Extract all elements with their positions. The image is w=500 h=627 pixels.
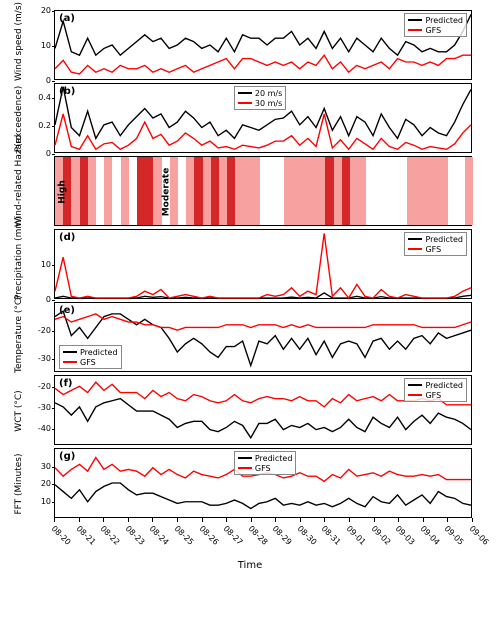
legend-label: 30 m/s: [255, 99, 282, 108]
y-tick: -30: [27, 403, 51, 412]
hazard-bar-moderate: [203, 157, 211, 225]
hazard-bar-high: [80, 157, 88, 225]
panel-a: (a)Wind speed (m/s)01020PredictedGFS: [54, 10, 472, 80]
x-tick: 08-21: [74, 524, 97, 547]
x-tick: 08-28: [246, 524, 269, 547]
panel-e: (e)Temperature (°C)-30-20PredictedGFS: [54, 302, 472, 372]
hazard-bar-moderate: [334, 157, 342, 225]
panel-d: (d)Precipitation (mm)010PredictedGFS: [54, 229, 472, 299]
y-tick: 0: [27, 76, 51, 85]
legend: 20 m/s30 m/s: [234, 86, 286, 110]
x-tick: 09-03: [394, 524, 417, 547]
y-axis-label: FFT (Minutes): [14, 449, 24, 519]
hazard-bar-moderate: [235, 157, 260, 225]
hazard-bar-moderate: [88, 157, 96, 225]
legend-label: Predicted: [255, 454, 293, 463]
hazard-bar-moderate: [350, 157, 366, 225]
y-tick: 20: [27, 479, 51, 488]
x-tick: 09-02: [369, 524, 392, 547]
panel-c: (c)Wind-related HazardHighModerate: [54, 156, 472, 226]
x-tick: 09-05: [443, 524, 466, 547]
x-tick: 08-29: [271, 524, 294, 547]
legend-label: Predicted: [425, 235, 463, 244]
hazard-bar-high: [325, 157, 333, 225]
hazard-level-label: Moderate: [161, 168, 171, 217]
hazard-bar-high: [137, 157, 153, 225]
y-tick: -30: [27, 354, 51, 363]
y-tick: 20: [27, 6, 51, 15]
x-axis-label: Time: [0, 560, 500, 571]
y-tick: 10: [27, 497, 51, 506]
hazard-bar-moderate: [186, 157, 194, 225]
hazard-bar-high: [227, 157, 235, 225]
x-tick: 08-31: [320, 524, 343, 547]
hazard-bar-moderate: [71, 157, 79, 225]
y-axis-label: Temperature (°C): [14, 303, 24, 373]
y-tick: 0.4: [27, 93, 51, 102]
legend-label: GFS: [425, 391, 441, 400]
hazard-bar-moderate: [465, 157, 473, 225]
hazard-bar-moderate: [219, 157, 227, 225]
legend: PredictedGFS: [234, 451, 297, 475]
legend-label: Predicted: [425, 16, 463, 25]
x-tick: 09-06: [468, 524, 491, 547]
x-tick: 09-01: [345, 524, 368, 547]
legend: PredictedGFS: [59, 345, 122, 369]
x-tick: 08-22: [99, 524, 122, 547]
y-tick: 0.2: [27, 121, 51, 130]
x-tick: 09-04: [418, 524, 441, 547]
y-axis-label: Precipitation (mm): [14, 230, 24, 300]
y-axis-label: WCT (°C): [14, 376, 24, 446]
x-tick: 08-26: [197, 524, 220, 547]
x-tick: 08-30: [296, 524, 319, 547]
series-line: [55, 55, 471, 74]
hazard-bar-moderate: [407, 157, 448, 225]
panel-b: (b)P(exceedence)00.20.420 m/s30 m/s: [54, 83, 472, 153]
legend-label: Predicted: [425, 381, 463, 390]
x-tick: 08-20: [50, 524, 73, 547]
hazard-bar-moderate: [121, 157, 129, 225]
legend-label: GFS: [425, 26, 441, 35]
hazard-bar-high: [211, 157, 219, 225]
figure: (a)Wind speed (m/s)01020PredictedGFS(b)P…: [0, 0, 500, 627]
hazard-bar-moderate: [153, 157, 161, 225]
x-tick: 08-23: [123, 524, 146, 547]
y-tick: 0: [27, 295, 51, 304]
series-line: [55, 314, 471, 330]
y-tick: -20: [27, 382, 51, 391]
legend-label: Predicted: [80, 348, 118, 357]
x-tick: 08-24: [148, 524, 171, 547]
legend-label: GFS: [80, 358, 96, 367]
y-tick: 10: [27, 260, 51, 269]
series-line: [55, 483, 471, 509]
panel-f: (f)WCT (°C)-40-30-20PredictedGFS: [54, 375, 472, 445]
hazard-bar-moderate: [104, 157, 112, 225]
legend-label: GFS: [425, 245, 441, 254]
legend: PredictedGFS: [404, 232, 467, 256]
legend-label: 20 m/s: [255, 89, 282, 98]
hazard-bar-moderate: [284, 157, 325, 225]
legend: PredictedGFS: [404, 13, 467, 37]
y-tick: -20: [27, 326, 51, 335]
y-tick: 30: [27, 462, 51, 471]
series-line: [55, 399, 471, 438]
y-tick: 10: [27, 41, 51, 50]
legend-label: GFS: [255, 464, 271, 473]
hazard-bar-high: [194, 157, 202, 225]
x-tick: 08-25: [173, 524, 196, 547]
y-axis-label: Wind speed (m/s): [14, 11, 24, 81]
y-tick: -40: [27, 424, 51, 433]
x-tick: 08-27: [222, 524, 245, 547]
legend: PredictedGFS: [404, 378, 467, 402]
y-tick: 0: [27, 149, 51, 158]
hazard-level-label: High: [58, 180, 68, 203]
hazard-bar-high: [342, 157, 350, 225]
panel-g: (g)FFT (Minutes)102030PredictedGFS: [54, 448, 472, 518]
